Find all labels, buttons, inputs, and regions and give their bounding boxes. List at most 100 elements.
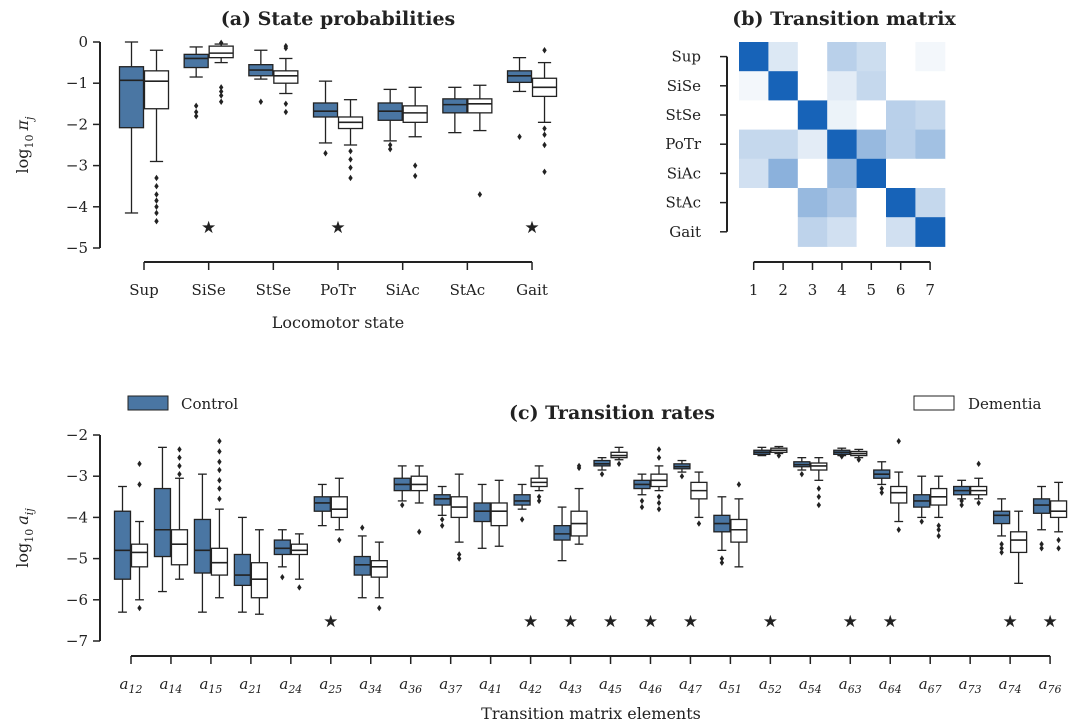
outlier-point [283, 108, 289, 116]
significance-star-63: ★ [843, 612, 858, 632]
control-box-StAc [442, 86, 468, 134]
dementia-box-47 [690, 471, 708, 527]
outlier-point [536, 493, 542, 500]
dementia-box-PoTr [337, 99, 364, 182]
box-iqr [210, 547, 229, 576]
outlier-point [154, 183, 159, 190]
control-box-46 [633, 473, 651, 511]
heatmap-cell-StAc-6 [886, 188, 916, 218]
outlier-point [999, 545, 1004, 552]
outlier-point [387, 145, 393, 153]
significance-star-47: ★ [683, 612, 698, 632]
x-tick-label-StAc: StAc [450, 281, 486, 299]
outlier-point [839, 453, 844, 460]
y-tick-label: −1 [66, 74, 88, 92]
outlier-point [959, 497, 964, 505]
heatmap-row-label-StAc: StAc [665, 194, 701, 212]
heatmap-cell-Sup-4 [827, 42, 858, 72]
outlier-point [137, 604, 142, 612]
panel-c-x-label: Transition matrix elements [481, 704, 701, 723]
heatmap-col-label-2: 2 [778, 281, 788, 299]
heatmap-cell-PoTr-4 [827, 129, 858, 160]
control-box-21 [233, 516, 252, 613]
outlier-point [776, 452, 782, 459]
heatmap-cell-StAc-3 [797, 188, 828, 218]
outlier-point [856, 456, 861, 463]
outlier-point [976, 460, 981, 468]
heatmap-cell-StAc-2 [768, 188, 799, 218]
x-tick-label-54: a54 [799, 675, 822, 696]
heatmap-cell-SiSe-5 [856, 71, 887, 101]
dementia-box-StSe [273, 42, 299, 116]
panel-b-transition-matrix: (b) Transition matrix Sup SiSe StSe PoTr SiA… [665, 8, 956, 299]
outlier-point [154, 197, 159, 204]
heatmap-cell-Sup-7 [915, 42, 946, 72]
legend-dementia: Dementia [913, 395, 1041, 413]
outlier-point [816, 501, 822, 509]
panel-c-y-axis: −2 −3 −4 −5 −6 −7 [66, 426, 101, 650]
dementia-box-45 [610, 446, 628, 468]
outlier-point [377, 604, 382, 612]
outlier-point [576, 462, 582, 470]
dementia-box-46 [650, 446, 668, 513]
control-box-14 [153, 446, 172, 593]
x-tick-label-SiAc: SiAc [386, 281, 420, 299]
outlier-point [360, 524, 365, 531]
outlier-point [517, 133, 522, 140]
control-box-Sup [118, 41, 145, 214]
outlier-point [639, 503, 645, 511]
outlier-point [348, 174, 353, 182]
heatmap-cell-Gait-4 [827, 217, 858, 247]
heatmap-cell-StSe-5 [856, 100, 887, 131]
heatmap-cell-StSe-7 [915, 100, 946, 131]
outlier-point [218, 88, 224, 95]
heatmap-cell-Sup-1 [739, 42, 769, 72]
heatmap-col-label-7: 7 [925, 281, 935, 299]
outlier-point [656, 493, 662, 500]
significance-star-25: ★ [323, 612, 338, 632]
control-box-47 [673, 459, 691, 480]
box-iqr [130, 543, 149, 568]
control-box-73 [953, 479, 971, 509]
outlier-point [896, 437, 901, 445]
control-box-StSe [248, 49, 274, 105]
box-iqr [410, 475, 428, 492]
y-tick-label: −5 [66, 550, 88, 568]
panel-a-y-axis: 0 −1 −2 −3 −4 −5 [66, 33, 101, 257]
outlier-point [1039, 540, 1044, 548]
heatmap-cell-StAc-7 [915, 188, 946, 218]
dementia-box-SiSe [208, 39, 234, 105]
outlier-point [519, 516, 525, 523]
heatmap-cell-SiAc-4 [827, 158, 858, 189]
significance-star-42: ★ [523, 612, 538, 632]
dementia-box-Gait [531, 47, 558, 175]
heatmap-cell-SiAc-1 [739, 158, 769, 189]
heatmap-row-label-StSe: StSe [666, 106, 702, 124]
significance-star-SiSe: ★ [201, 218, 216, 238]
outlier-point [218, 98, 224, 105]
panel-c-x-axis: a12 a14 a15 a21 a24 a25 a34 a36 a37 a41 a42 a43 a45 a… [120, 655, 1062, 696]
dementia-box-41 [490, 479, 508, 547]
outlier-point [337, 536, 342, 544]
heatmap-cells [739, 42, 946, 247]
heatmap-cell-Sup-3 [797, 42, 828, 72]
control-box-25 [313, 483, 331, 527]
dementia-box-74 [1009, 510, 1028, 584]
outlier-point [1039, 545, 1044, 552]
control-box-SiAc [377, 88, 403, 153]
heatmap-cell-SiSe-1 [739, 71, 769, 101]
dementia-box-43 [570, 462, 588, 545]
box-iqr [442, 98, 468, 114]
x-tick-label-64: a64 [879, 675, 902, 696]
heatmap-cell-Gait-3 [797, 217, 828, 247]
outlier-point [959, 501, 964, 509]
y-tick-label: −2 [66, 426, 88, 444]
outlier-point [936, 522, 941, 529]
outlier-point [439, 516, 445, 523]
x-tick-label-42: a42 [519, 675, 542, 696]
outlier-point [936, 526, 941, 533]
control-box-43 [553, 506, 571, 562]
x-tick-label-46: a46 [639, 675, 662, 696]
outlier-point [696, 520, 702, 527]
box-iqr [330, 496, 348, 519]
